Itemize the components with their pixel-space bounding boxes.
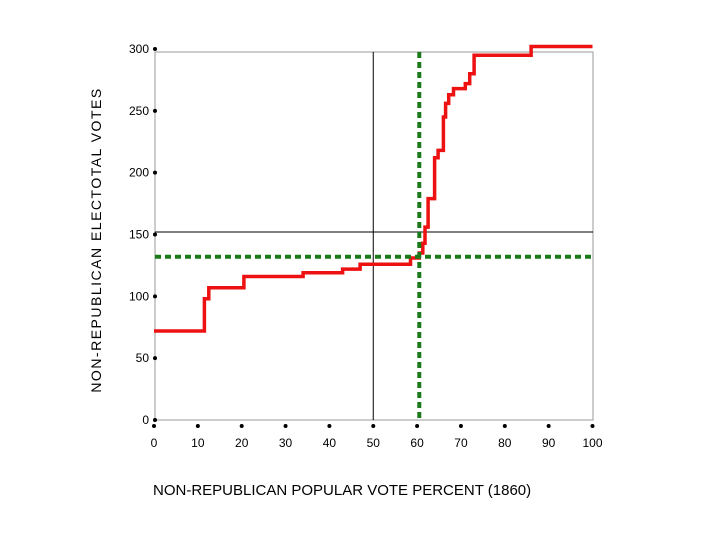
solid-reference-lines bbox=[155, 52, 593, 420]
x-tick-label: 60 bbox=[410, 436, 424, 450]
x-tick-label: 50 bbox=[367, 436, 381, 450]
y-tick-mark bbox=[153, 46, 157, 51]
y-tick-label: 200 bbox=[129, 166, 149, 180]
series-line-1 bbox=[154, 44, 593, 333]
x-tick-mark bbox=[590, 424, 595, 428]
y-tick-label: 250 bbox=[129, 104, 149, 118]
x-tick-label: 30 bbox=[279, 436, 293, 450]
y-axis-label: NON-REPUBLICAN ELECTOTAL VOTES bbox=[88, 87, 104, 393]
y-tick-mark bbox=[153, 356, 157, 361]
x-tick-mark bbox=[195, 424, 200, 428]
x-tick-label: 10 bbox=[191, 436, 205, 450]
dotted-reference-lines bbox=[155, 52, 593, 420]
x-tick-mark bbox=[546, 424, 551, 428]
x-tick-mark bbox=[283, 424, 288, 428]
x-tick-label: 100 bbox=[582, 436, 602, 450]
x-tick-mark bbox=[371, 424, 376, 428]
x-tick-mark bbox=[152, 424, 156, 428]
y-tick-label: 100 bbox=[129, 289, 149, 303]
x-tick-mark bbox=[327, 424, 332, 428]
x-tick-label: 20 bbox=[235, 436, 249, 450]
y-tick-mark bbox=[153, 294, 157, 299]
x-axis-label: NON-REPUBLICAN POPULAR VOTE PERCENT (186… bbox=[153, 482, 532, 499]
x-tick-label: 0 bbox=[151, 436, 158, 450]
x-tick-mark bbox=[458, 424, 463, 428]
x-tick-label: 40 bbox=[323, 436, 337, 450]
x-axis: 0 10 20 30 40 50 60 70 80 90 100 bbox=[151, 424, 603, 450]
x-tick-mark bbox=[502, 424, 507, 428]
y-tick-label: 0 bbox=[142, 413, 149, 427]
y-tick-mark bbox=[153, 170, 157, 175]
y-tick-label: 300 bbox=[129, 42, 149, 56]
y-tick-mark bbox=[153, 418, 157, 422]
x-tick-mark bbox=[239, 424, 244, 428]
x-tick-label: 90 bbox=[542, 436, 556, 450]
y-tick-mark bbox=[153, 232, 157, 237]
x-tick-mark bbox=[415, 424, 420, 428]
x-tick-label: 80 bbox=[498, 436, 512, 450]
y-tick-mark bbox=[153, 108, 157, 113]
y-axis: 0 50 100 150 200 250 300 bbox=[129, 42, 157, 427]
plot-frame bbox=[154, 51, 594, 421]
y-tick-label: 150 bbox=[129, 227, 149, 241]
y-tick-label: 50 bbox=[136, 351, 150, 365]
series-layer bbox=[154, 44, 593, 333]
x-tick-label: 70 bbox=[454, 436, 468, 450]
